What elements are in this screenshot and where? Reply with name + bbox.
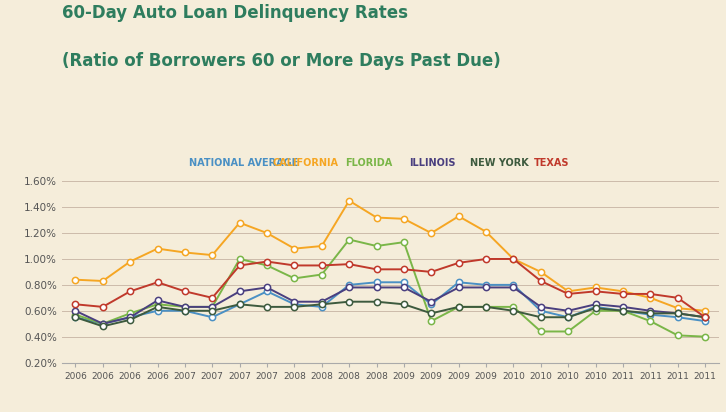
Text: 60-Day Auto Loan Delinquency Rates: 60-Day Auto Loan Delinquency Rates xyxy=(62,4,408,22)
Text: NATIONAL AVERAGE: NATIONAL AVERAGE xyxy=(189,158,298,168)
Text: ILLINOIS: ILLINOIS xyxy=(409,158,455,168)
Text: (Ratio of Borrowers 60 or More Days Past Due): (Ratio of Borrowers 60 or More Days Past… xyxy=(62,52,500,70)
Text: CALIFORNIA: CALIFORNIA xyxy=(272,158,338,168)
Text: NEW YORK: NEW YORK xyxy=(470,158,529,168)
Text: TEXAS: TEXAS xyxy=(534,158,569,168)
Text: FLORIDA: FLORIDA xyxy=(345,158,392,168)
